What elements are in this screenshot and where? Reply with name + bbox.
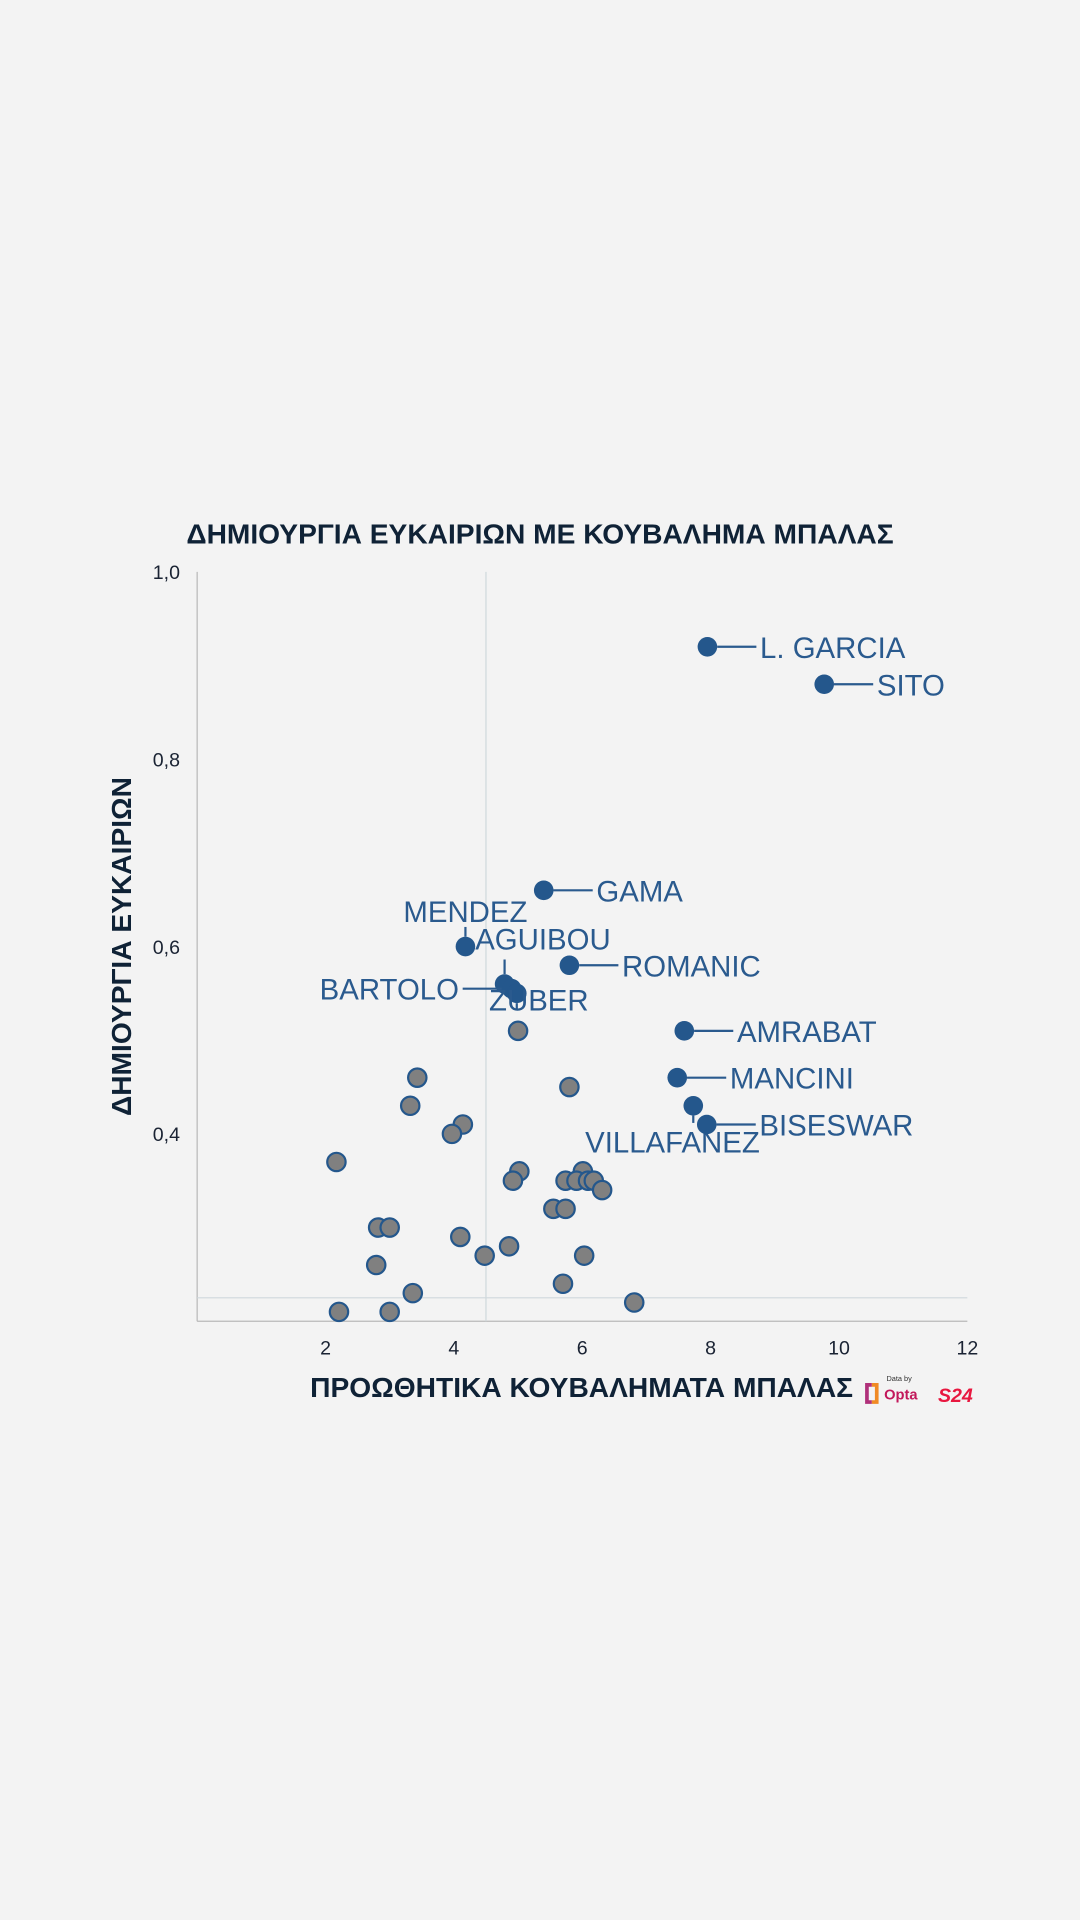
data-point [474,1245,495,1266]
data-point [623,1292,645,1313]
highlighted-point [506,983,527,1004]
x-axis-label: ΠΡΟΩΘΗΤΙΚΑ ΚΟΥΒΑΛΗΜΑΤΑ ΜΠΑΛΑΣ [310,1372,853,1403]
x-tick-label: 10 [828,1337,850,1359]
data-point [379,1301,400,1323]
data-point [498,1235,520,1257]
y-tick-label: 0,6 [153,937,180,959]
data-point [328,1301,350,1323]
y-tick-label: 1,0 [153,562,180,584]
x-tick-label: 12 [956,1337,978,1359]
chart-title: ΔΗΜΙΟΥΡΓΙΑ ΕΥΚΑΙΡΙΩΝ ΜΕ ΚΟΥΒΑΛΗΜΑ ΜΠΑΛΑΣ [186,519,893,550]
data-point [559,1076,580,1098]
y-axis-label: ΔΗΜΙΟΥΡΓΙΑ ΕΥΚΑΙΡΙΩΝ [106,777,137,1116]
x-tick-label: 4 [448,1337,459,1359]
highlighted-point [696,1114,717,1135]
point-label: L. GARCIA [760,632,906,665]
y-tick-label: 0,4 [153,1124,180,1146]
point-label: ZUBER [489,985,589,1018]
data-point [555,1198,576,1220]
s24-logo: S24 [938,1385,973,1407]
x-tick-label: 6 [577,1337,588,1359]
data-point [591,1179,613,1201]
data-point [402,1282,424,1304]
point-label: MANCINI [730,1063,854,1096]
x-tick-label: 2 [320,1337,331,1359]
highlighted-point [533,880,554,901]
svg-text:Data by: Data by [887,1374,913,1383]
highlighted-point [683,1095,704,1116]
data-point [326,1151,347,1173]
data-point [507,1020,529,1042]
highlighted-point [455,936,476,957]
highlighted-point [697,636,718,657]
data-point [365,1254,387,1276]
point-label: ROMANIC [622,950,761,983]
data-point [399,1095,421,1117]
point-label: MENDEZ [403,896,527,929]
highlighted-point [814,674,835,695]
data-point [552,1273,574,1295]
highlighted-point [667,1067,688,1088]
highlighted-point [559,955,580,976]
data-point [407,1067,428,1088]
data-point [573,1245,595,1266]
x-tick-label: 8 [705,1337,716,1359]
data-point [450,1226,471,1248]
point-label: BARTOLO [320,974,459,1007]
opta-logo: Data by Opta [865,1374,918,1404]
point-label: GAMA [596,875,683,908]
data-point [441,1123,463,1145]
y-tick-label: 0,8 [153,750,180,772]
point-label: SITO [877,669,945,702]
data-point [379,1217,400,1238]
point-label: VILLAFANEZ [585,1126,760,1159]
data-point [502,1170,524,1191]
point-label: BISESWAR [759,1110,913,1143]
svg-text:Opta: Opta [884,1388,918,1404]
point-label: AGUIBOU [475,924,610,957]
highlighted-point [674,1021,695,1041]
point-label: AMRABAT [737,1016,877,1049]
